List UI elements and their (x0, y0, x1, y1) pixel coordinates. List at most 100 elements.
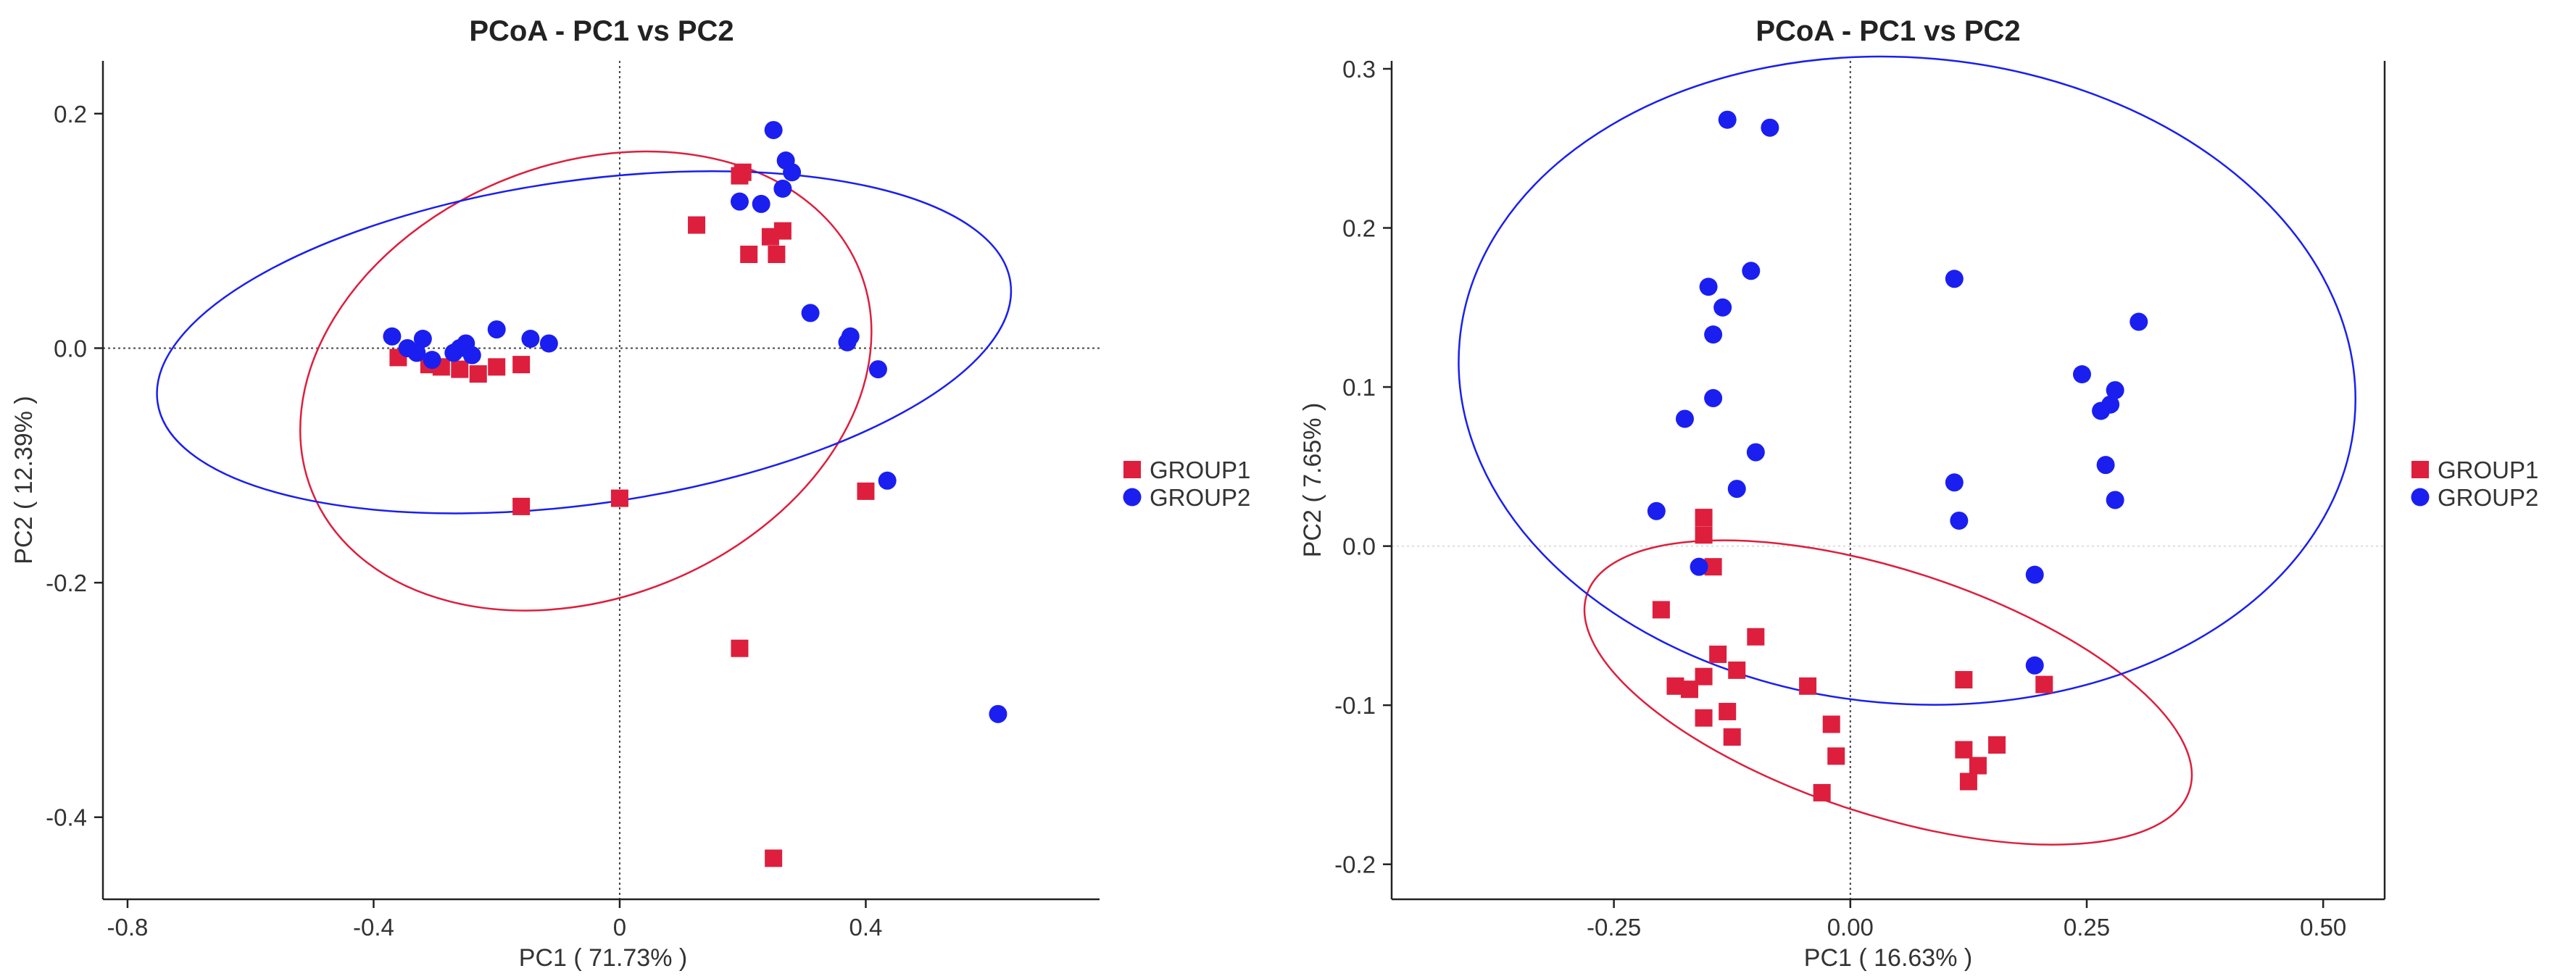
y-tick-label: -0.1 (1334, 692, 1376, 719)
y-tick-label: 0.1 (1342, 374, 1376, 401)
x-tick-label: 0.00 (1827, 914, 1874, 941)
y-tick-label: -0.4 (46, 804, 87, 831)
data-point-group2 (539, 334, 558, 353)
legend-label-group2: GROUP2 (2438, 484, 2538, 511)
chart-panel-1: PCoA - PC1 vs PC2 -0.8 -0.4 0 0.4 0.2 0.0 -0.2 -… (10, 15, 1250, 972)
data-point-group2 (752, 194, 770, 213)
x-axis-label: PC1 ( 71.73% ) (519, 944, 687, 972)
data-point-group1 (731, 639, 749, 657)
series-group2 (383, 120, 1007, 723)
y-tick-label: 0.3 (1342, 56, 1376, 83)
confidence-ellipse-group1 (299, 150, 873, 612)
data-point-group2 (413, 330, 432, 349)
y-tick-label: 0.0 (1342, 533, 1376, 560)
data-point-group1 (1813, 783, 1831, 801)
data-point-group2 (1699, 278, 1718, 296)
data-point-group2 (838, 333, 857, 351)
data-point-group2 (1675, 409, 1694, 428)
series-group2 (1647, 110, 2148, 675)
series-group1 (389, 163, 875, 867)
data-point-group2 (2096, 456, 2115, 475)
data-point-group1 (2035, 675, 2053, 693)
data-point-group2 (1704, 325, 1723, 344)
x-tick-label: 0.25 (2064, 914, 2110, 941)
data-point-group2 (1742, 262, 1761, 280)
x-axis-label: PC1 ( 16.63% ) (1804, 944, 1972, 972)
data-point-group1 (1695, 709, 1713, 727)
data-point-group2 (1713, 298, 1732, 317)
data-point-group2 (1718, 110, 1737, 129)
data-point-group2 (462, 346, 481, 364)
data-point-group1 (1822, 715, 1840, 733)
confidence-ellipse-group2 (1458, 55, 2356, 706)
x-tick-label: -0.8 (107, 914, 149, 941)
data-point-group2 (2072, 365, 2091, 384)
data-point-group1 (1955, 671, 1973, 689)
data-point-group2 (383, 327, 402, 346)
confidence-ellipse-group2 (156, 170, 1013, 515)
data-point-group1 (761, 228, 779, 246)
data-point-group2 (1945, 270, 1964, 288)
data-point-group1 (1799, 677, 1817, 695)
data-point-group2 (773, 179, 792, 198)
chart-title: PCoA - PC1 vs PC2 (469, 15, 734, 47)
data-point-group1 (1747, 628, 1765, 646)
data-point-group2 (730, 192, 749, 211)
legend-label-group1: GROUP1 (1150, 457, 1250, 483)
series-group1 (1652, 509, 2053, 801)
data-point-group1 (512, 497, 531, 515)
data-point-group1 (768, 246, 786, 263)
data-point-group2 (868, 360, 887, 379)
data-point-group2 (1950, 511, 1969, 530)
data-point-group2 (1945, 473, 1964, 492)
data-point-group1 (1959, 772, 1977, 791)
legend-label-group2: GROUP2 (1150, 484, 1250, 511)
data-point-group1 (1719, 702, 1737, 720)
data-point-group1 (688, 216, 706, 234)
legend-marker-group1 (2411, 461, 2429, 478)
y-axis-label: PC2 ( 12.39% ) (10, 396, 38, 564)
data-point-group1 (1723, 728, 1741, 746)
x-tick-label: 0.50 (2300, 914, 2346, 941)
data-point-group1 (1827, 747, 1845, 765)
data-point-group2 (801, 304, 820, 322)
chart-panel-2: PCoA - PC1 vs PC2 -0.25 0.00 0.25 0.50 0.3 0.2… (1299, 15, 2538, 972)
data-point-group2 (1647, 501, 1666, 520)
data-point-group1 (1681, 680, 1698, 699)
data-point-group2 (1761, 118, 1779, 137)
y-tick-label: 0.2 (1342, 215, 1376, 242)
legend-marker-group1 (1123, 461, 1141, 478)
data-point-group1 (1988, 736, 2006, 754)
confidence-ellipse-group1 (1583, 539, 2193, 846)
x-tick-label: 0 (613, 914, 626, 941)
data-point-group1 (1969, 757, 1987, 775)
legend-marker-group2 (1123, 488, 1142, 507)
data-point-group1 (1709, 645, 1727, 663)
y-tick-label: 0.0 (54, 335, 87, 362)
data-point-group2 (2106, 380, 2124, 399)
data-point-group2 (764, 120, 783, 139)
data-point-group2 (2025, 565, 2044, 584)
y-tick-label: -0.2 (46, 570, 87, 596)
data-point-group1 (1955, 741, 1973, 759)
data-point-group2 (2106, 491, 2124, 509)
data-point-group2 (1727, 480, 1746, 499)
data-point-group2 (487, 320, 506, 339)
data-point-group1 (1695, 509, 1713, 527)
data-point-group1 (451, 360, 469, 378)
data-point-group1 (512, 356, 531, 374)
legend-label-group1: GROUP1 (2438, 457, 2538, 483)
data-point-group1 (731, 167, 749, 185)
data-point-group2 (2130, 312, 2148, 331)
data-point-group2 (521, 330, 540, 349)
y-axis-label: PC2 ( 7.65% ) (1299, 403, 1326, 558)
legend-marker-group2 (2411, 488, 2430, 507)
data-point-group1 (1728, 661, 1746, 679)
chart-title: PCoA - PC1 vs PC2 (1756, 15, 2020, 47)
data-point-group1 (1652, 601, 1670, 619)
data-point-group1 (488, 358, 506, 376)
